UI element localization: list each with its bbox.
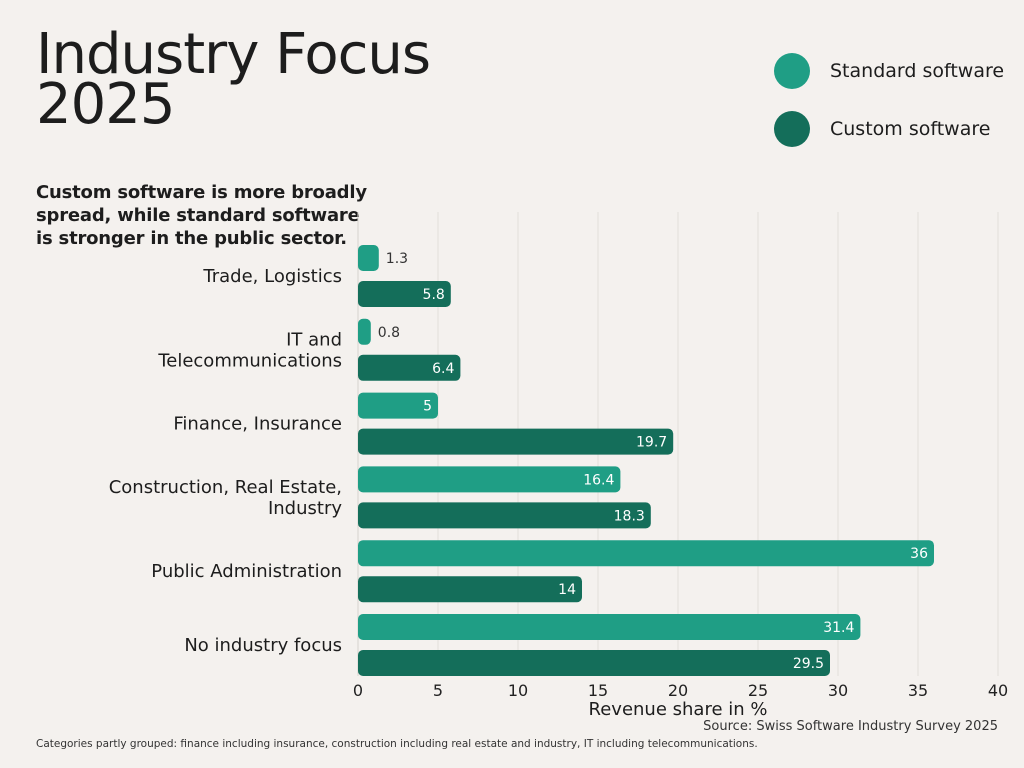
x-tick-label: 5 — [433, 681, 443, 700]
data-label: 5 — [423, 399, 432, 415]
data-label: 5.8 — [423, 287, 445, 303]
bar-custom-software — [358, 502, 651, 529]
x-tick-label: 0 — [353, 681, 363, 700]
data-label: 6.4 — [432, 361, 454, 377]
category-label: Finance, Insurance — [173, 414, 342, 435]
data-label: 16.4 — [583, 472, 614, 488]
x-tick-label: 25 — [748, 681, 768, 700]
legend-label-custom: Custom software — [830, 118, 991, 140]
x-tick-label: 40 — [988, 681, 1008, 700]
bar-standard-software — [358, 466, 621, 493]
category-label: Construction, Real Estate, — [109, 477, 342, 498]
source-note: Source: Swiss Software Industry Survey 2… — [703, 719, 998, 734]
x-tick-label: 35 — [908, 681, 928, 700]
bar-custom-software — [358, 354, 461, 381]
chart-subtitle: Custom software is more broadly spread, … — [36, 182, 367, 249]
legend-swatch-standard — [774, 53, 810, 89]
legend-item-custom: Custom software — [774, 110, 1004, 148]
data-label: 36 — [910, 546, 928, 562]
x-tick-label: 15 — [588, 681, 608, 700]
data-label: 19.7 — [636, 435, 667, 451]
bar-custom-software — [358, 576, 582, 603]
bar-custom-software — [358, 428, 674, 455]
data-label: 31.4 — [823, 620, 854, 636]
category-label: Public Administration — [151, 561, 342, 582]
footnote: Categories partly grouped: finance inclu… — [36, 738, 758, 750]
x-tick-label: 20 — [668, 681, 688, 700]
category-label: No industry focus — [184, 635, 342, 656]
bar-standard-software — [358, 392, 438, 419]
bar-standard-software — [358, 540, 934, 567]
category-label: Telecommunications — [157, 350, 342, 371]
legend-swatch-custom — [774, 111, 810, 147]
data-label: 29.5 — [793, 656, 824, 672]
bar-standard-software — [358, 318, 371, 345]
x-tick-label: 30 — [828, 681, 848, 700]
legend: Standard software Custom software — [774, 52, 1004, 168]
data-label: 1.3 — [386, 251, 408, 267]
category-label: Industry — [268, 498, 342, 519]
legend-label-standard: Standard software — [830, 60, 1005, 82]
bar-custom-software — [358, 281, 451, 307]
bar-custom-software — [358, 650, 830, 676]
data-label: 18.3 — [614, 508, 645, 524]
data-label: 0.8 — [378, 325, 400, 341]
category-label: Trade, Logistics — [202, 266, 342, 287]
legend-item-standard: Standard software — [774, 52, 1004, 90]
x-tick-label: 10 — [508, 681, 528, 700]
data-label: 14 — [558, 582, 576, 598]
bar-standard-software — [358, 614, 861, 640]
chart-title: Industry Focus 2025 — [36, 22, 431, 137]
category-label: IT and — [286, 329, 342, 350]
bar-standard-software — [358, 245, 379, 271]
x-axis-title: Revenue share in % — [589, 699, 768, 720]
